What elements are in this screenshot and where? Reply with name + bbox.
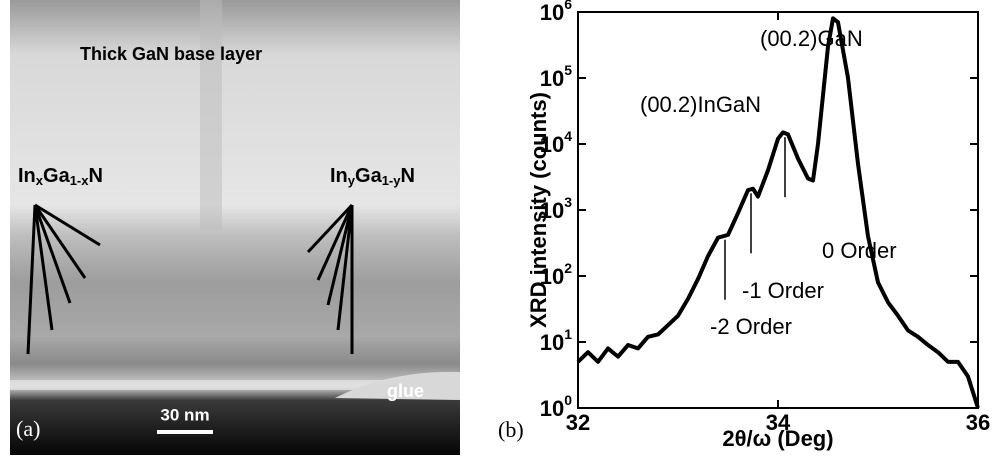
y-tick-label: 103 <box>540 194 572 223</box>
panel-label: (a) <box>16 416 40 441</box>
scale-bar-label: 30 nm <box>160 405 209 424</box>
y-tick-label: 104 <box>540 128 572 157</box>
xrd-curve <box>578 18 978 408</box>
y-tick-label: 106 <box>540 0 572 25</box>
order-label: 0 Order <box>822 238 897 263</box>
x-tick-label: 34 <box>766 410 791 435</box>
y-tick-label: 105 <box>540 62 572 91</box>
tem-shade <box>200 0 222 230</box>
order-label: -2 Order <box>710 314 792 339</box>
y-tick-label: 101 <box>540 326 572 355</box>
glue-label: glue <box>387 381 424 401</box>
tem-image: Thick GaN base layer InxGa1-xN InyGa1-yN… <box>10 0 460 455</box>
annotation: (00.2)GaN <box>760 26 863 51</box>
layer-label: InyGa1-yN <box>330 165 415 188</box>
x-tick-label: 32 <box>566 410 590 435</box>
tem-title: Thick GaN base layer <box>80 44 262 64</box>
order-label: -1 Order <box>742 278 824 303</box>
layer-label: InxGa1-xN <box>18 165 103 188</box>
y-tick-label: 102 <box>540 260 572 289</box>
annotation: (00.2)InGaN <box>640 92 761 117</box>
panel-label: (b) <box>498 417 524 442</box>
x-tick-label: 36 <box>966 410 990 435</box>
figure: Thick GaN base layer InxGa1-xN InyGa1-yN… <box>0 0 997 455</box>
page: {"image_panel": { "panel_label": "(a)", … <box>0 0 997 455</box>
